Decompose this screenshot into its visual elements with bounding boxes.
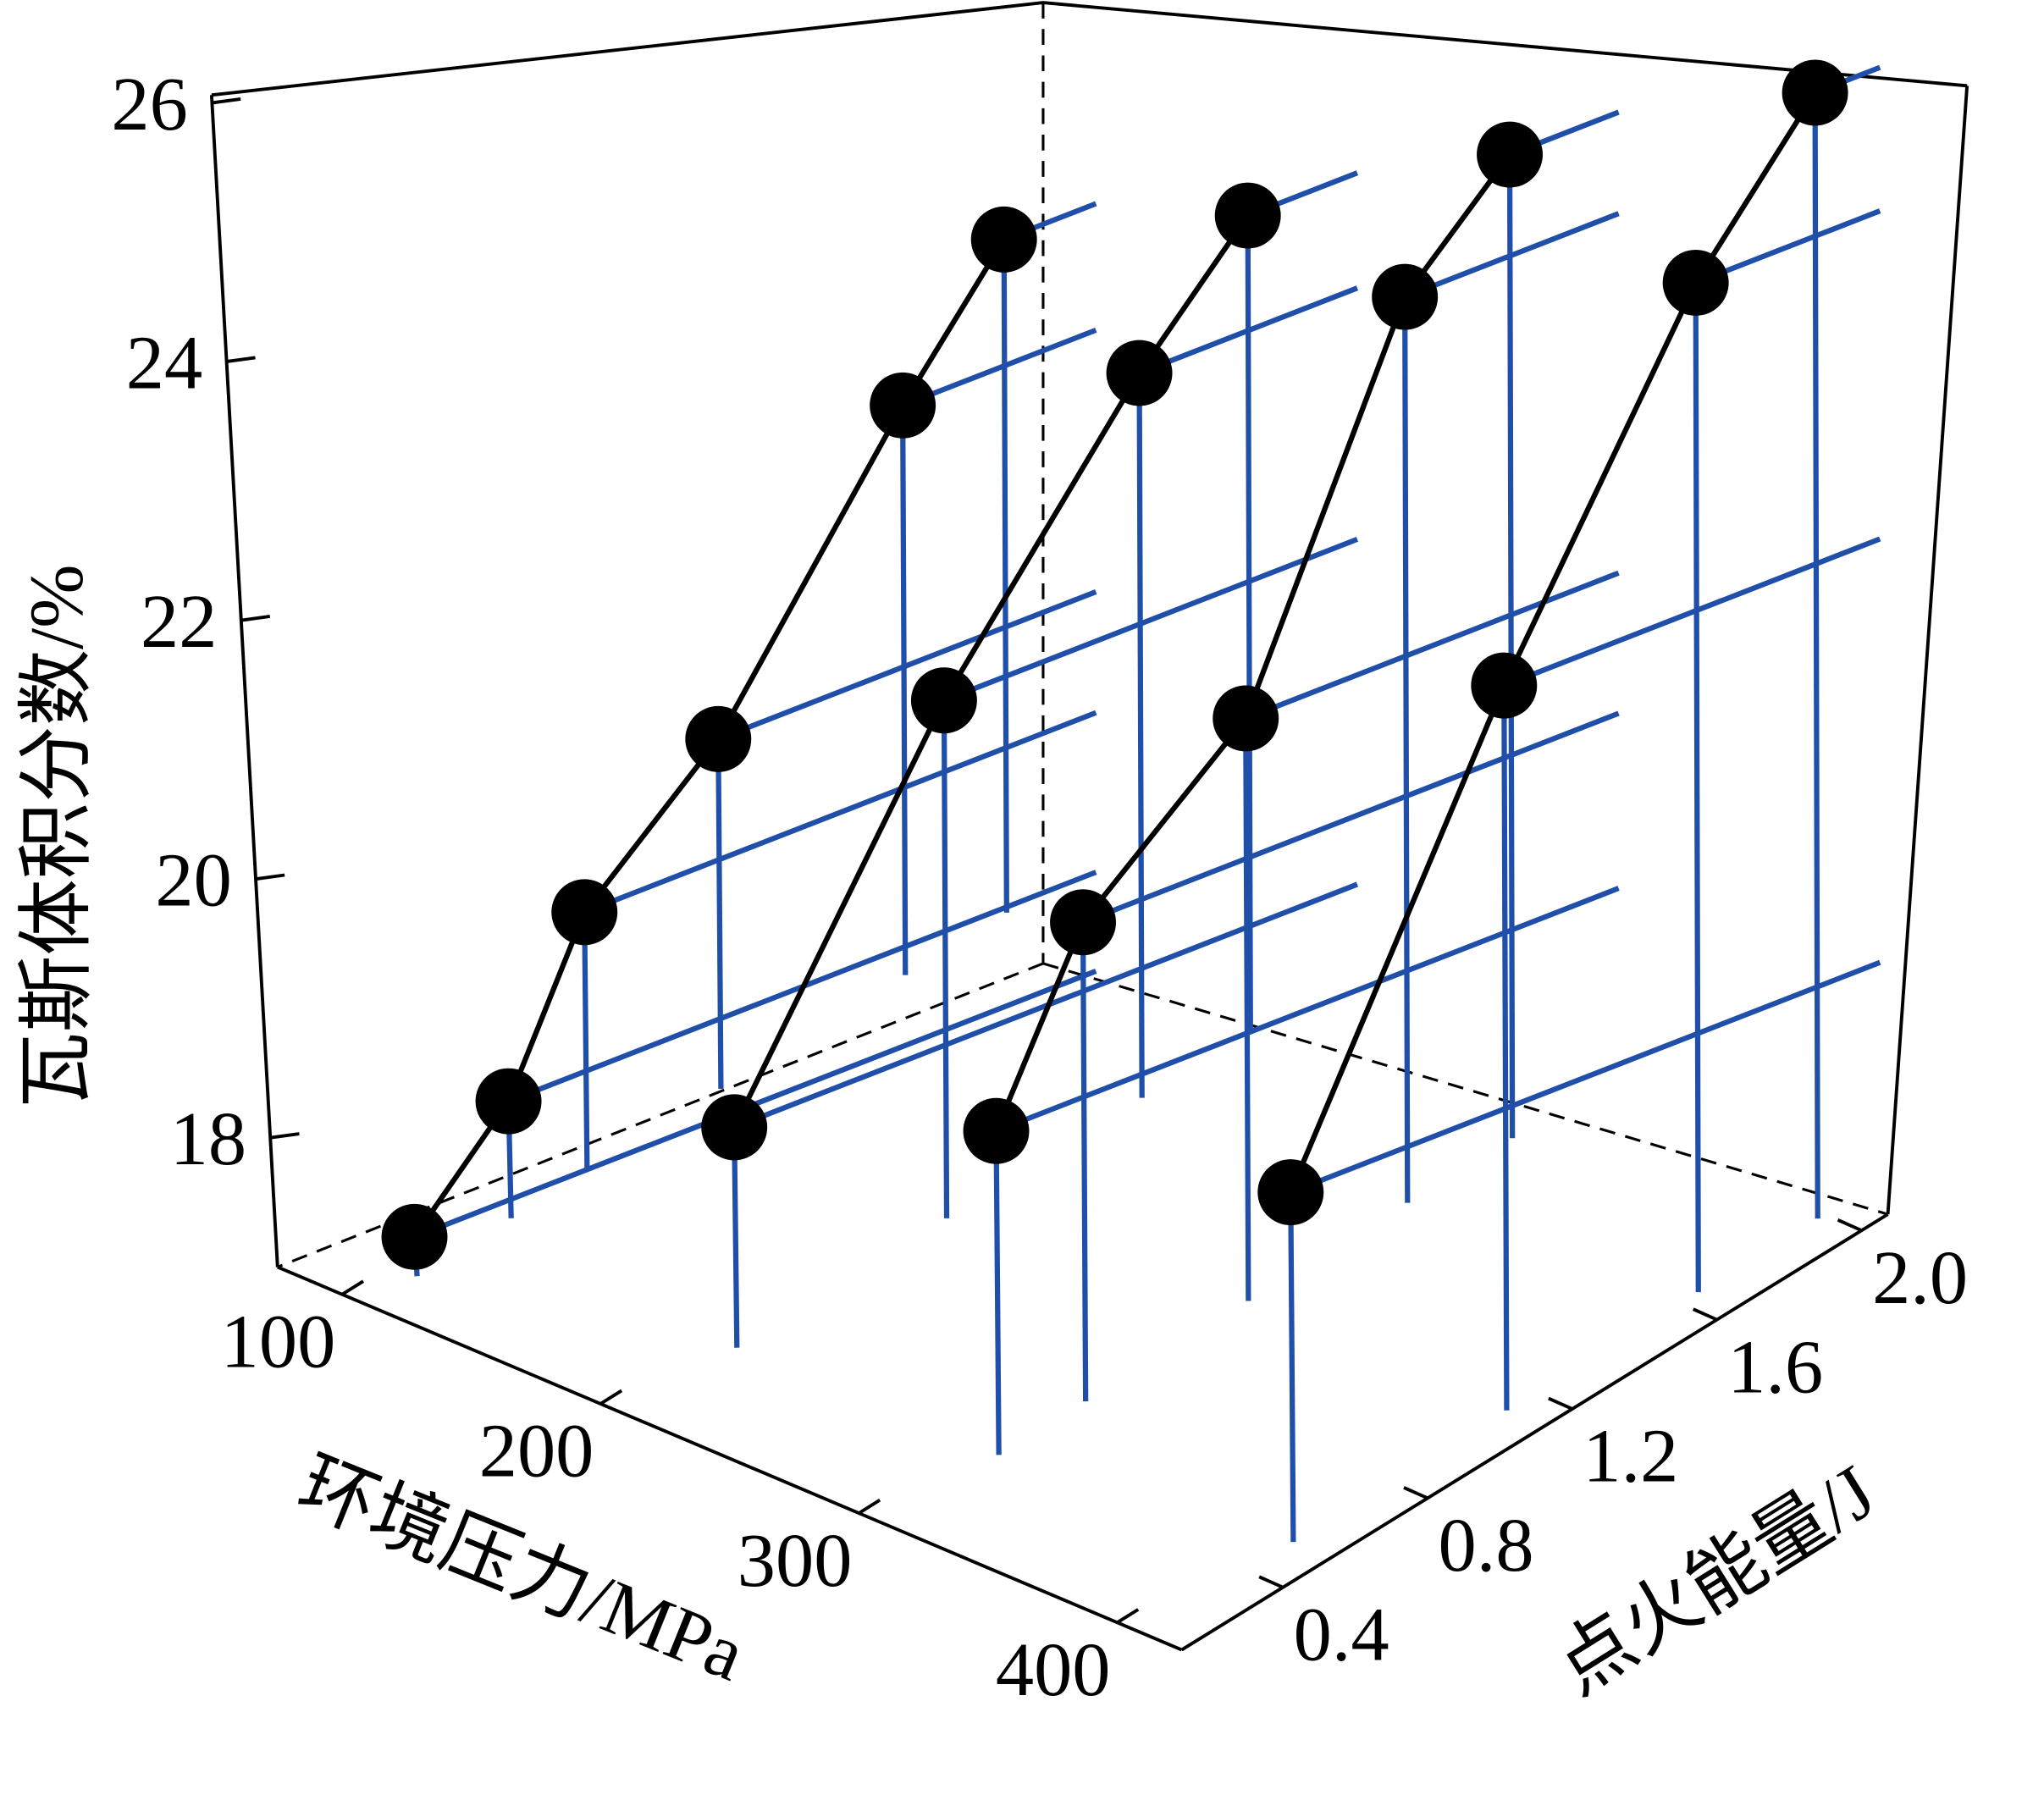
data-point [870, 372, 936, 439]
drop-line [1080, 922, 1089, 1402]
data-point [551, 879, 618, 946]
energy-tick-label: 1.2 [1583, 1413, 1678, 1499]
pressure-tick-label: 100 [221, 1299, 336, 1384]
guide-line [901, 327, 1097, 408]
pressure-tick [341, 1279, 365, 1296]
data-point [1372, 263, 1439, 330]
data-point [963, 1097, 1030, 1164]
energy-tick [1258, 1575, 1284, 1589]
data-point [701, 1094, 768, 1161]
drop-line [1001, 239, 1009, 913]
z-tick [255, 873, 285, 881]
guide-line [995, 886, 1620, 1134]
z-tick [240, 615, 271, 622]
data-point [685, 705, 752, 772]
data-point [1213, 685, 1279, 752]
pressure-tick-label: 400 [996, 1627, 1111, 1712]
z-tick-label: 24 [126, 319, 202, 405]
pressure-axis [277, 1265, 1183, 1652]
data-point [1214, 182, 1281, 249]
z-tick [225, 356, 256, 364]
drop-line [1402, 296, 1411, 1203]
data-point [1782, 59, 1848, 126]
drop-line [1693, 282, 1701, 1293]
pressure-tick [858, 1498, 881, 1515]
pressure-tick-label: 200 [479, 1408, 594, 1494]
data-point [1477, 121, 1543, 188]
drop-line [1243, 718, 1251, 1301]
data-point [1662, 249, 1729, 316]
z-tick-label: 22 [141, 578, 217, 664]
guide-line [717, 589, 1097, 742]
z-axis-label: 瓦斯体积分数/% [14, 565, 99, 1109]
energy-tick [1403, 1486, 1428, 1500]
drop-line [715, 738, 724, 1089]
z-tick [269, 1132, 300, 1140]
drop-line [582, 912, 590, 1172]
z-tick-label: 20 [155, 837, 231, 922]
drop-line [1501, 685, 1510, 1411]
z-tick [211, 97, 241, 105]
energy-tick-label: 1.6 [1727, 1323, 1823, 1409]
box-top-edges [211, 1, 1968, 97]
pressure-tick-label: 300 [737, 1517, 853, 1603]
z-tick-label: 26 [111, 61, 187, 146]
data-point [381, 1203, 448, 1270]
z-tick-label: 18 [170, 1096, 246, 1181]
energy-tick-label: 0.8 [1439, 1502, 1534, 1588]
data-point [1050, 889, 1116, 956]
data-point [475, 1068, 542, 1135]
guide-line [942, 536, 1359, 704]
drop-line [1506, 154, 1516, 1139]
energy-tick [1837, 1218, 1863, 1233]
energy-tick-label: 2.0 [1872, 1234, 1968, 1320]
guide-line [1081, 710, 1620, 925]
data-point [970, 206, 1037, 273]
data-point [910, 667, 977, 734]
energy-tick [1548, 1396, 1573, 1411]
drop-line [993, 1130, 1002, 1455]
drop-line [1245, 215, 1253, 1031]
back-right-floor-edge [1042, 962, 1889, 1216]
guide-line [583, 710, 1097, 915]
energy-tick-label: 0.4 [1294, 1592, 1389, 1677]
drop-line [1136, 373, 1145, 1098]
pressure-tick [1116, 1608, 1140, 1625]
box-right-edge [1886, 86, 1969, 1215]
data-point [1106, 340, 1173, 406]
data-point [1471, 652, 1538, 719]
back-left-floor-edge [277, 962, 1044, 1268]
energy-axis [1180, 1212, 1889, 1652]
drop-line [1812, 92, 1820, 1219]
drop-line [732, 1127, 740, 1348]
box-left-edge [209, 95, 279, 1268]
drop-line [1288, 1192, 1296, 1543]
drop-line [900, 405, 909, 975]
series-line [732, 213, 1251, 1129]
guide-line [1245, 570, 1620, 721]
pressure-tick [599, 1389, 623, 1406]
drop-line [941, 700, 950, 1218]
series-line [1288, 91, 1818, 1194]
guide-line [1290, 959, 1881, 1195]
axes-box [209, 1, 1969, 1652]
energy-tick [1692, 1307, 1718, 1322]
data-point [1257, 1159, 1324, 1226]
